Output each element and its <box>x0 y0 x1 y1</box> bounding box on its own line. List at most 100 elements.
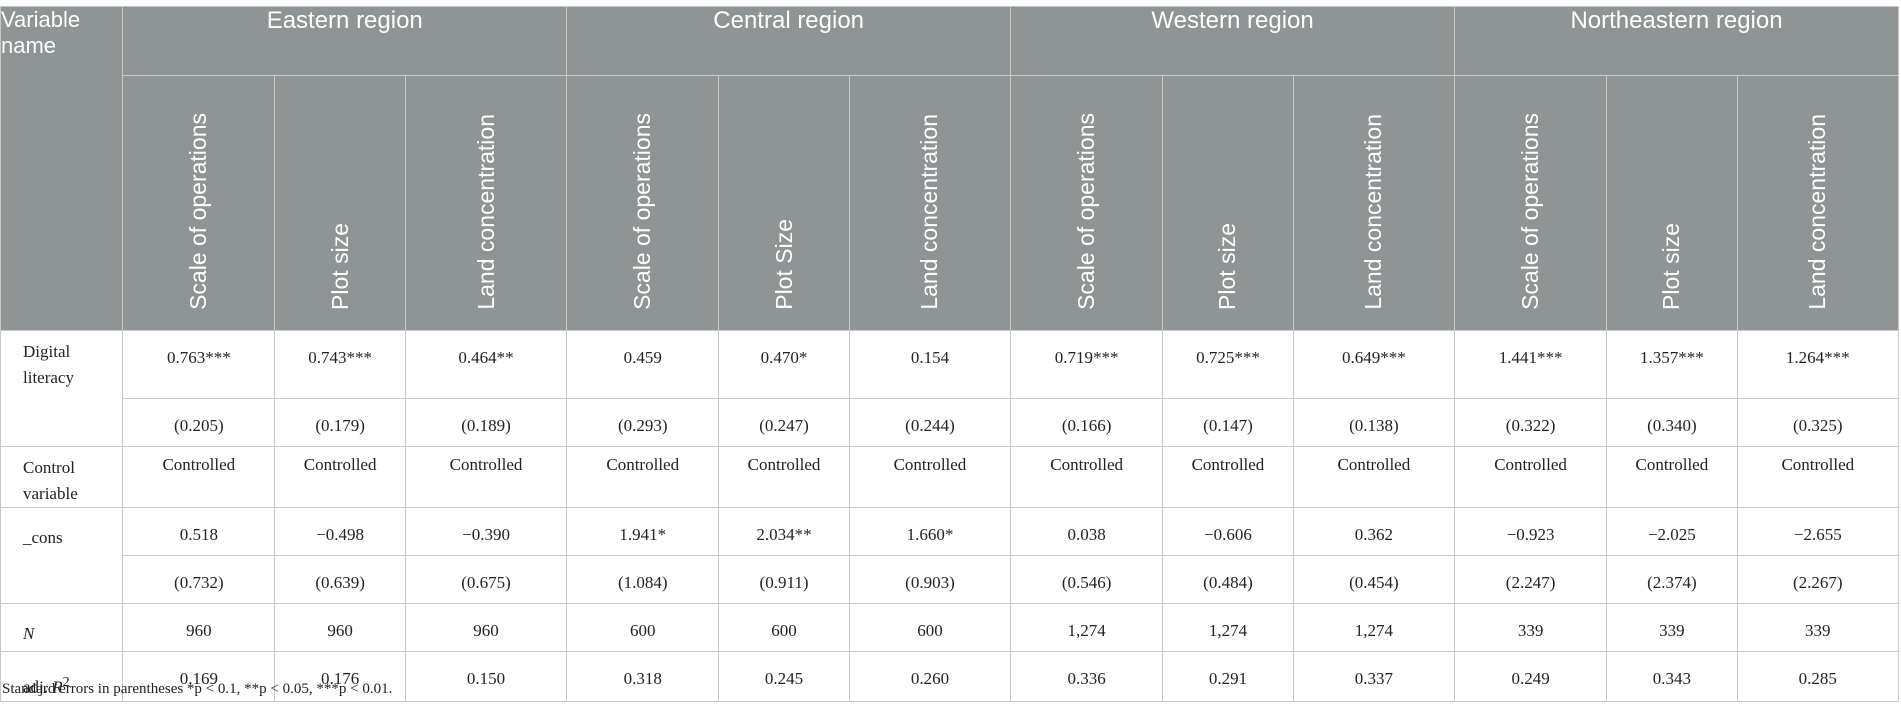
table-cell: 0.285 <box>1736 651 1900 702</box>
column-header: Scale of operations <box>122 75 276 331</box>
table-cell: (0.675) <box>404 555 568 604</box>
table-cell: 0.154 <box>848 330 1012 399</box>
table-cell: 960 <box>122 603 276 652</box>
table-cell: Controlled <box>1010 446 1164 508</box>
table-row-adj-r2: adj. R2 0.169 0.176 0.150 0.318 0.245 0.… <box>0 651 1900 702</box>
column-header-label: Plot size <box>326 223 353 310</box>
table-cell: 0.291 <box>1162 651 1294 702</box>
column-header: Land concentration <box>1736 75 1900 331</box>
table-cell: 339 <box>1454 603 1608 652</box>
column-header-label: Land concentration <box>916 114 943 310</box>
table-cell: Controlled <box>1162 446 1294 508</box>
region-header-northeastern: Northeastern region <box>1454 6 1899 76</box>
table-cell: Controlled <box>1736 446 1900 508</box>
table-row-cons: _cons 0.518 −0.498 −0.390 1.941* 2.034**… <box>0 507 1900 604</box>
table-cell: Controlled <box>1292 446 1456 508</box>
table-cell: 960 <box>404 603 568 652</box>
table-cell: 0.176 <box>274 651 406 702</box>
table-cell: 0.470* <box>718 330 850 399</box>
table-cell: (0.189) <box>404 398 568 447</box>
table-cell: (1.084) <box>566 555 720 604</box>
table-cell: 1.357*** <box>1606 330 1738 399</box>
table-cell: 0.518 <box>122 507 276 556</box>
table-cell: (2.247) <box>1454 555 1608 604</box>
table-cell: −0.390 <box>404 507 568 556</box>
adj-prefix: adj. <box>23 677 53 697</box>
table-cell: 0.725*** <box>1162 330 1294 399</box>
table-cell: 1,274 <box>1010 603 1164 652</box>
table-cell: 0.150 <box>404 651 568 702</box>
table-cell: 0.169 <box>122 651 276 702</box>
table-row-cons-se: (0.732) (0.639) (0.675) (1.084) (0.911) … <box>1 555 1900 604</box>
row-label-n-text: N <box>23 624 35 643</box>
table-cell: 1.660* <box>848 507 1012 556</box>
row-label-cons: _cons <box>0 507 124 604</box>
table-cell: 0.719*** <box>1010 330 1164 399</box>
r-superscript: 2 <box>62 674 70 690</box>
table-cell: Controlled <box>848 446 1012 508</box>
table-cell: 0.260 <box>848 651 1012 702</box>
column-header-label: Land concentration <box>472 114 499 310</box>
column-header-label: Scale of operations <box>1517 113 1544 310</box>
table-cell: (0.322) <box>1454 398 1608 447</box>
table-cell: 0.763*** <box>122 330 276 399</box>
region-header-row: Variable name Eastern region Central reg… <box>0 6 1899 331</box>
table-row-control-variable: Control variable Controlled Controlled C… <box>0 446 1900 508</box>
table-row-n: N 960 960 960 600 600 600 1,274 1,274 1,… <box>0 603 1900 652</box>
table-cell: (0.179) <box>274 398 406 447</box>
table-cell: 1,274 <box>1292 603 1456 652</box>
table-cell: (0.484) <box>1162 555 1294 604</box>
table-cell: (0.147) <box>1162 398 1294 447</box>
table-row-digital-literacy-se: (0.205) (0.179) (0.189) (0.293) (0.247) … <box>1 398 1900 447</box>
region-header-central: Central region <box>566 6 1012 76</box>
column-header-label: Land concentration <box>1360 114 1387 310</box>
table-cell: 0.743*** <box>274 330 406 399</box>
table-cell: (0.911) <box>718 555 850 604</box>
variable-name-header: Variable name <box>0 6 124 331</box>
table-cell: (0.546) <box>1010 555 1164 604</box>
column-header: Scale of operations <box>1454 75 1608 331</box>
column-header-label: Scale of operations <box>629 113 656 310</box>
row-label-digital-literacy: Digital literacy <box>0 330 124 447</box>
column-header: Plot Size <box>718 75 850 331</box>
region-header-western: Western region <box>1010 6 1456 76</box>
column-header-label: Land concentration <box>1804 114 1831 310</box>
column-header: Land concentration <box>404 75 568 331</box>
table-cell: 1.264*** <box>1736 330 1900 399</box>
table-cell: 1.441*** <box>1454 330 1608 399</box>
table-cell: 0.459 <box>566 330 720 399</box>
table-cell: 339 <box>1736 603 1900 652</box>
table-cell: Controlled <box>1454 446 1608 508</box>
r-variable: R <box>52 677 63 697</box>
table-cell: 2.034** <box>718 507 850 556</box>
table-cell: (0.340) <box>1606 398 1738 447</box>
table-cell: 0.336 <box>1010 651 1164 702</box>
table-cell: (2.374) <box>1606 555 1738 604</box>
column-header: Scale of operations <box>566 75 720 331</box>
table-cell: 0.464** <box>404 330 568 399</box>
column-header: Plot size <box>1606 75 1738 331</box>
table-cell: 339 <box>1606 603 1738 652</box>
table-cell: 600 <box>718 603 850 652</box>
table-cell: 1,274 <box>1162 603 1294 652</box>
row-label-n: N <box>0 603 124 652</box>
table-cell: 0.649*** <box>1292 330 1456 399</box>
table-cell: Controlled <box>1606 446 1738 508</box>
table-row-digital-literacy: Digital literacy 0.763*** 0.743*** 0.464… <box>0 330 1900 447</box>
column-header-label: Plot Size <box>770 219 797 310</box>
table-cell: −0.498 <box>274 507 406 556</box>
column-header-label: Plot size <box>1658 223 1685 310</box>
table-cell: 0.249 <box>1454 651 1608 702</box>
table-cell: 600 <box>848 603 1012 652</box>
table-cell: 0.343 <box>1606 651 1738 702</box>
table-cell: (0.454) <box>1292 555 1456 604</box>
outcome-header-row: Scale of operations Plot size Land conce… <box>1 75 1900 331</box>
column-header-label: Scale of operations <box>185 113 212 310</box>
table-cell: 1.941* <box>566 507 720 556</box>
column-header: Scale of operations <box>1010 75 1164 331</box>
table-cell: −2.025 <box>1606 507 1738 556</box>
table-cell: (0.205) <box>122 398 276 447</box>
table-cell: (0.138) <box>1292 398 1456 447</box>
table-cell: Controlled <box>404 446 568 508</box>
table-cell: (0.293) <box>566 398 720 447</box>
